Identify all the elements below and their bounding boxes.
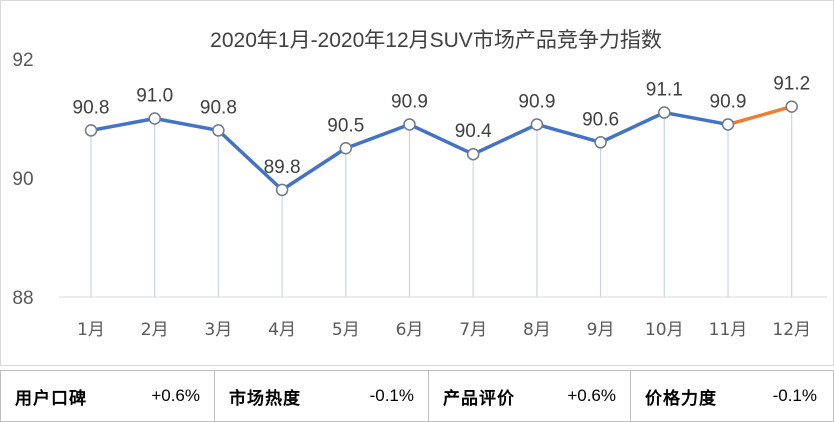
data-label: 90.4 bbox=[455, 121, 492, 142]
data-point bbox=[212, 124, 225, 137]
data-point bbox=[721, 118, 735, 131]
metric-cell-price-strength: 价格力度 -0.1% bbox=[631, 371, 831, 421]
x-tick-label: 3月 bbox=[204, 320, 232, 340]
data-point bbox=[658, 106, 671, 119]
metric-cell-product-review: 产品评价 +0.6% bbox=[429, 371, 631, 421]
metrics-table: 用户口碑 +0.6% 市场热度 -0.1% 产品评价 +0.6% 价格力度 -0… bbox=[0, 370, 834, 422]
data-point bbox=[466, 147, 480, 161]
data-label: 91.1 bbox=[646, 80, 683, 101]
x-tick-label: 4月 bbox=[268, 320, 296, 340]
data-point bbox=[785, 100, 798, 113]
data-label: 90.9 bbox=[710, 91, 747, 112]
metric-value: -0.1% bbox=[369, 386, 414, 405]
data-label: 90.6 bbox=[582, 109, 619, 130]
metric-label: 用户口碑 bbox=[15, 388, 87, 409]
data-point bbox=[403, 118, 416, 131]
x-tick-label: 8月 bbox=[523, 320, 551, 340]
x-tick-label: 12月 bbox=[772, 320, 811, 340]
data-label: 90.5 bbox=[327, 115, 364, 136]
x-tick-label: 9月 bbox=[587, 320, 615, 340]
metric-cell-user-rating: 用户口碑 +0.6% bbox=[1, 371, 215, 421]
data-point bbox=[275, 183, 289, 197]
data-label: 89.8 bbox=[264, 157, 301, 178]
x-tick-label: 5月 bbox=[332, 320, 360, 340]
x-tick-label: 1月 bbox=[77, 320, 105, 340]
metric-label: 市场热度 bbox=[229, 388, 301, 409]
y-tick-label: 90 bbox=[12, 169, 33, 190]
metric-label: 产品评价 bbox=[443, 388, 515, 409]
data-label: 91.2 bbox=[773, 74, 810, 95]
data-label: 90.9 bbox=[518, 91, 555, 112]
x-tick-label: 11月 bbox=[709, 320, 748, 340]
highlight-line-segment bbox=[727, 104, 793, 127]
data-label: 90.8 bbox=[73, 97, 110, 118]
x-tick-label: 7月 bbox=[459, 320, 487, 340]
x-tick-label: 6月 bbox=[396, 320, 424, 340]
chart-panel: 2020年1月-2020年12月SUV市场产品竞争力指数 92 90 88 90.8… bbox=[0, 0, 834, 366]
metric-label: 价格力度 bbox=[645, 388, 717, 409]
data-point bbox=[84, 124, 98, 137]
line-chart: 2020年1月-2020年12月SUV市场产品竞争力指数 92 90 88 90.8… bbox=[12, 29, 827, 340]
data-point bbox=[530, 118, 544, 131]
metric-cell-market-heat: 市场热度 -0.1% bbox=[215, 371, 429, 421]
y-tick-label: 88 bbox=[12, 288, 33, 309]
data-point bbox=[594, 136, 607, 149]
metric-value: +0.6% bbox=[567, 386, 616, 405]
metric-value: +0.6% bbox=[151, 386, 200, 405]
x-tick-label: 10月 bbox=[645, 320, 684, 340]
data-label: 90.9 bbox=[391, 91, 428, 112]
metric-value: -0.1% bbox=[772, 386, 817, 405]
x-tick-label: 2月 bbox=[141, 320, 169, 340]
chart-title: 2020年1月-2020年12月SUV市场产品竞争力指数 bbox=[210, 29, 662, 52]
data-point bbox=[339, 142, 353, 155]
y-tick-label: 92 bbox=[12, 50, 33, 71]
data-label: 91.0 bbox=[136, 86, 173, 107]
data-point bbox=[148, 112, 161, 125]
data-label: 90.8 bbox=[200, 97, 237, 118]
